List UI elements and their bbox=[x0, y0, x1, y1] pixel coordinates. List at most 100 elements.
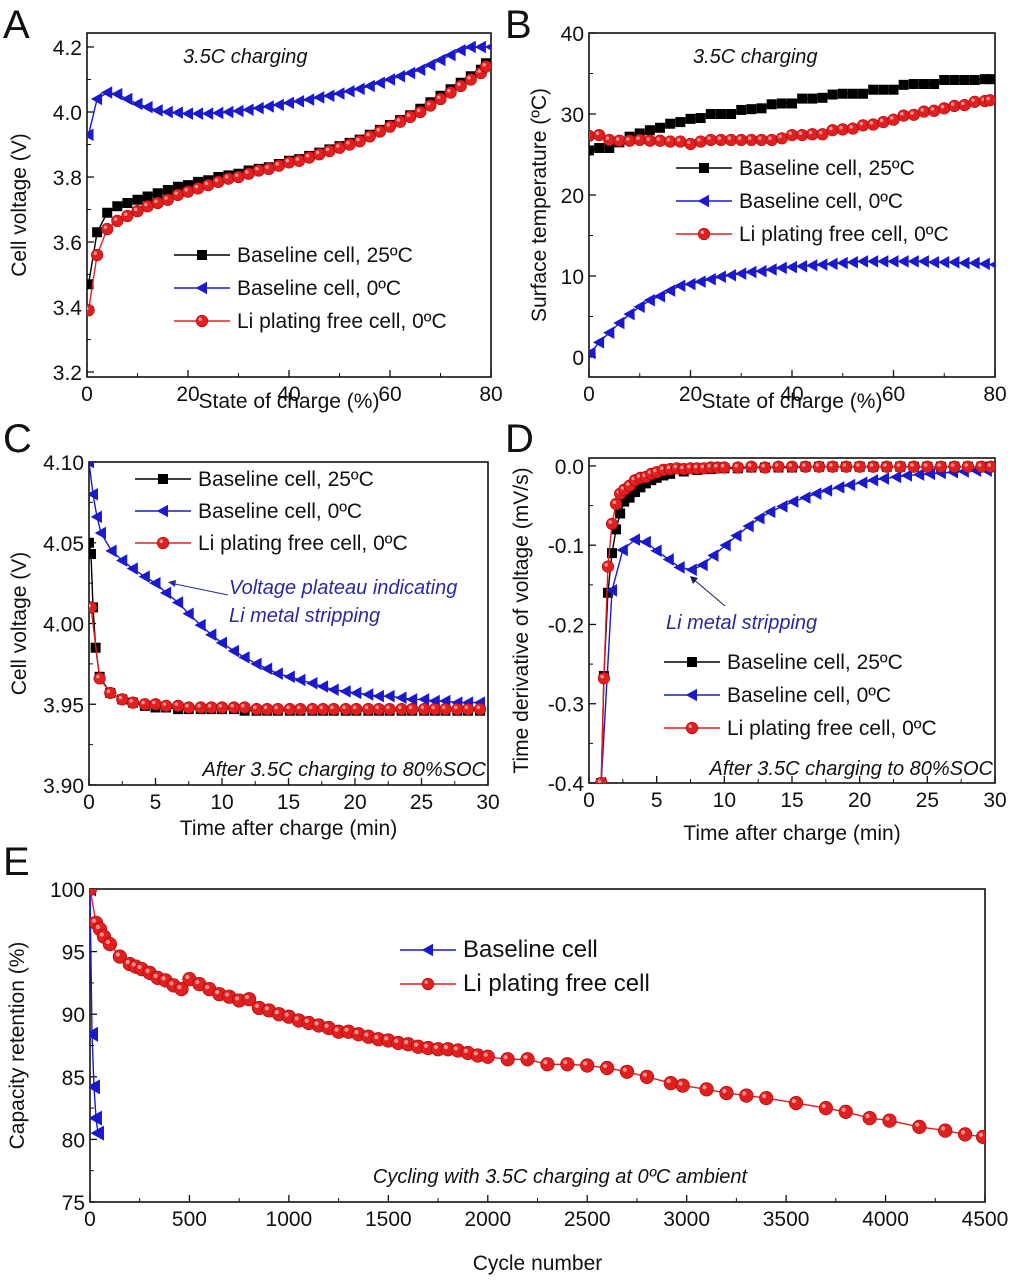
data-point-li-plating-free-cell-highlight bbox=[622, 1067, 628, 1072]
data-point-li-plating-free-cell bbox=[540, 1057, 555, 1072]
data-point-baseline-cell-0-c bbox=[182, 607, 194, 621]
data-point-baseline-cell-0-c bbox=[151, 104, 163, 117]
legend-item-li-plating-free-cell-0-c: Li plating free cell, 0ºC bbox=[135, 532, 408, 555]
data-point-li-plating-free-cell-0-c bbox=[424, 99, 437, 112]
data-point-baseline-cell-25-c bbox=[624, 492, 635, 503]
data-point-li-plating-free-cell bbox=[958, 1127, 973, 1142]
data-point-li-plating-free-cell-highlight bbox=[678, 1081, 683, 1086]
data-point-li-plating-free-cell-0-c bbox=[101, 222, 114, 236]
data-point-li-plating-free-cell-0-c-highlight bbox=[986, 96, 990, 101]
callout-text: Li metal stripping bbox=[666, 612, 817, 634]
data-point-li-plating-free-cell-highlight bbox=[762, 1093, 767, 1099]
legend-item-li-plating-free-cell-0-c: Li plating free cell, 0ºC bbox=[664, 717, 937, 740]
data-point-baseline-cell-0-c bbox=[87, 128, 94, 141]
data-point-baseline-cell-0-c bbox=[917, 255, 929, 268]
data-point-li-plating-free-cell-0-c-highlight bbox=[457, 82, 461, 86]
y-tick-label: 4.10 bbox=[43, 452, 84, 475]
data-point-baseline-cell-0-c bbox=[836, 256, 848, 270]
data-point-li-plating-free-cell-0-c bbox=[362, 702, 375, 716]
data-point-baseline-cell-0-c bbox=[252, 101, 264, 115]
x-tick-label: 3500 bbox=[763, 1208, 810, 1231]
data-point-li-plating-free-cell-0-c bbox=[605, 517, 619, 530]
data-point-li-plating-free-cell-0-c-highlight bbox=[896, 463, 901, 467]
x-tick-label: 20 bbox=[343, 791, 366, 814]
data-point-li-plating-free-cell-0-c-highlight bbox=[707, 464, 711, 468]
legend-marker-highlight bbox=[198, 317, 202, 321]
data-point-baseline-cell-25-c bbox=[807, 93, 818, 104]
data-point-baseline-cell-25-c bbox=[89, 549, 96, 560]
data-point-li-plating-free-cell-0-c-highlight bbox=[869, 463, 874, 467]
data-point-li-plating-free-cell bbox=[90, 889, 98, 897]
data-point-li-plating-free-cell-0-c-highlight bbox=[285, 158, 289, 163]
legend-marker bbox=[685, 688, 697, 702]
data-point-baseline-cell-0-c bbox=[181, 107, 193, 120]
data-point-li-plating-free-cell-0-c-highlight bbox=[366, 132, 370, 137]
data-point-baseline-cell-0-c bbox=[833, 481, 845, 494]
data-point-baseline-cell-0-c bbox=[810, 487, 822, 500]
data-point-baseline-cell-0-c bbox=[171, 596, 184, 609]
series-li-plating-free-cell-0-c bbox=[595, 460, 995, 783]
data-point-li-plating-free-cell-0-c-highlight bbox=[636, 136, 640, 140]
data-point-li-plating-free-cell-0-c-highlight bbox=[89, 603, 91, 608]
data-point-li-plating-free-cell-0-c-highlight bbox=[798, 131, 803, 136]
x-tick-label: 15 bbox=[780, 789, 803, 812]
y-tick-label: 10 bbox=[561, 266, 584, 289]
legend-label: Baseline cell, 0ºC bbox=[739, 190, 903, 213]
data-point-li-plating-free-cell-highlight bbox=[384, 1036, 389, 1041]
data-point-li-plating-free-cell-0-c bbox=[104, 686, 117, 700]
y-tick-label: 95 bbox=[62, 942, 85, 965]
data-point-li-plating-free-cell-0-c bbox=[603, 133, 616, 147]
data-point-li-plating-free-cell-0-c bbox=[271, 702, 284, 716]
data-point-li-plating-free-cell-highlight bbox=[95, 924, 100, 930]
legend-label: Li plating free cell, 0ºC bbox=[198, 532, 408, 555]
data-point-baseline-cell-0-c bbox=[111, 87, 123, 101]
data-point-li-plating-free-cell-0-c bbox=[633, 133, 646, 147]
series-li-plating-free-cell-0-c bbox=[87, 60, 491, 317]
y-tick-label: -0.1 bbox=[548, 535, 584, 558]
data-point-li-plating-free-cell-0-c-highlight bbox=[386, 705, 390, 710]
data-point-baseline-cell-25-c bbox=[929, 79, 940, 90]
data-point-li-plating-free-cell-0-c-highlight bbox=[612, 500, 617, 504]
legend: Baseline cell, 25ºC Baseline cell, 0ºC Li … bbox=[174, 244, 447, 333]
y-tick-label: 4.00 bbox=[43, 614, 84, 637]
data-point-baseline-cell-0-c bbox=[250, 657, 262, 671]
x-tick-label: 15 bbox=[277, 791, 300, 814]
data-point-li-plating-free-cell-0-c-highlight bbox=[815, 463, 820, 467]
data-point-baseline-cell-0-c bbox=[694, 275, 706, 288]
data-point-li-plating-free-cell-0-c-highlight bbox=[950, 102, 955, 106]
data-point-baseline-cell-0-c bbox=[820, 484, 833, 497]
data-point-li-plating-free-cell-0-c bbox=[250, 702, 263, 716]
data-point-li-plating-free-cell-0-c bbox=[653, 134, 667, 147]
data-point-li-plating-free-cell-0-c-highlight bbox=[396, 118, 401, 122]
legend-marker bbox=[158, 474, 168, 484]
data-point-li-plating-free-cell-0-c-highlight bbox=[263, 705, 268, 710]
data-point-baseline-cell-0-c bbox=[313, 91, 325, 104]
data-point-baseline-cell-25-c bbox=[594, 143, 605, 154]
data-point-baseline-cell-0-c bbox=[89, 462, 94, 469]
data-point-li-plating-free-cell-0-c-highlight bbox=[714, 464, 718, 468]
data-point-baseline-cell-0-c bbox=[846, 255, 858, 269]
data-point-baseline-cell-25-c bbox=[634, 128, 645, 139]
x-tick-label: 60 bbox=[378, 383, 401, 406]
data-point-li-plating-free-cell-0-c-highlight bbox=[113, 217, 118, 221]
data-point-baseline-cell-0-c bbox=[417, 693, 430, 706]
legend-label: Li plating free cell bbox=[463, 970, 650, 997]
data-point-baseline-cell-25-c bbox=[630, 487, 641, 498]
data-point-li-plating-free-cell-0-c-highlight bbox=[768, 136, 772, 140]
data-point-li-plating-free-cell bbox=[759, 1090, 774, 1106]
data-point-li-plating-free-cell-0-c-highlight bbox=[476, 705, 481, 710]
data-point-baseline-cell-25-c bbox=[87, 279, 94, 290]
data-point-li-plating-free-cell-0-c bbox=[372, 702, 386, 716]
data-point-baseline-cell-0-c bbox=[628, 533, 641, 546]
data-point-li-plating-free-cell-0-c bbox=[473, 702, 487, 716]
data-point-li-plating-free-cell-0-c bbox=[731, 461, 744, 474]
data-point-li-plating-free-cell-0-c bbox=[968, 95, 981, 108]
data-point-li-plating-free-cell-0-c-highlight bbox=[218, 703, 222, 708]
data-point-li-plating-free-cell-0-c-highlight bbox=[330, 705, 334, 710]
data-point-baseline-cell-0-c bbox=[887, 255, 899, 268]
data-point-baseline-cell-0-c bbox=[958, 256, 970, 270]
data-point-li-plating-free-cell-highlight bbox=[294, 1016, 299, 1021]
data-point-baseline-cell-0-c bbox=[434, 53, 446, 67]
data-point-li-plating-free-cell bbox=[580, 1058, 595, 1073]
data-point-li-plating-free-cell-highlight bbox=[463, 1048, 468, 1054]
